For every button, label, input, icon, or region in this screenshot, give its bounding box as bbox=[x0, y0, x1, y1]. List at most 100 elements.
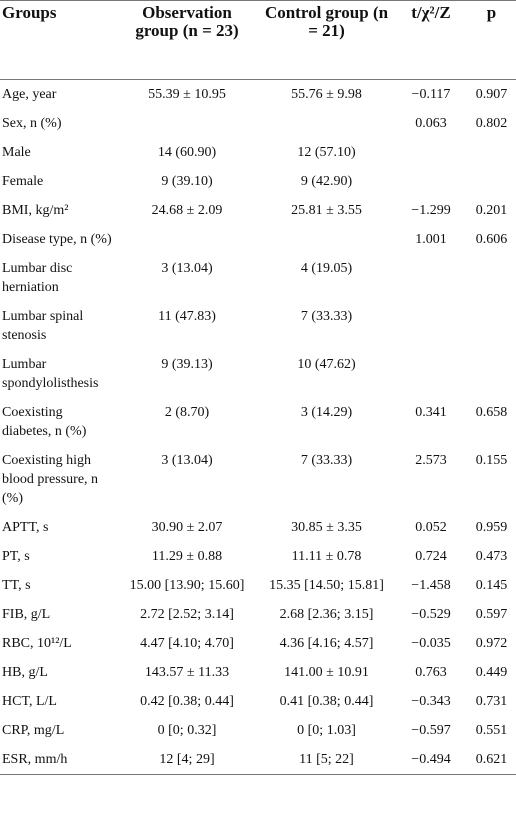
table-row: RBC, 10¹²/L 4.47 [4.10; 4.70] 4.36 [4.16; … bbox=[0, 629, 516, 658]
row-label: FIB, g/L bbox=[2, 607, 51, 622]
table-header: Groups Observation group (n = 23) Control … bbox=[0, 0, 516, 80]
table-cell: 7 (33.33) bbox=[300, 453, 353, 468]
table-row: FIB, g/L 2.72 [2.52; 3.14] 2.68 [2.36; 3.1… bbox=[0, 600, 516, 629]
table-row: CRP, mg/L 0 [0; 0.32] 0 [0; 1.03] −0.597 0.5… bbox=[0, 716, 516, 745]
table-cell: 0 [0; 1.03] bbox=[297, 723, 356, 738]
table-cell: 0 [0; 0.32] bbox=[157, 723, 217, 738]
table-cell: −0.343 bbox=[411, 694, 451, 709]
table-cell: 0.449 bbox=[475, 665, 508, 680]
table-row: ESR, mm/h 12 [4; 29] 11 [5; 22] −0.494 0.621 bbox=[0, 745, 516, 775]
table-row: Lumbar spinal stenosis 11 (47.83) 7 (33.33… bbox=[0, 302, 516, 350]
row-label: Lumbar spondylolisthesis bbox=[2, 357, 99, 391]
table-cell bbox=[467, 302, 516, 350]
table-cell: 0.052 bbox=[415, 520, 447, 535]
table-cell: 0.063 bbox=[415, 116, 447, 131]
table-cell: 12 (57.10) bbox=[297, 145, 356, 160]
table-cell: 0.145 bbox=[475, 578, 508, 593]
table-cell: 0.551 bbox=[475, 723, 508, 738]
table-cell: 11 (47.83) bbox=[158, 309, 216, 324]
table-row: Lumbar spondylolisthesis 9 (39.13) 10 (47.… bbox=[0, 350, 516, 398]
table-cell: 9 (39.13) bbox=[161, 357, 213, 372]
header-row: Groups Observation group (n = 23) Control … bbox=[0, 0, 516, 80]
table-cell: −0.529 bbox=[411, 607, 451, 622]
table-cell: 2.573 bbox=[415, 453, 447, 468]
table-cell: 3 (13.04) bbox=[161, 453, 213, 468]
table-cell: 7 (33.33) bbox=[300, 309, 353, 324]
table-cell: 0.907 bbox=[475, 87, 508, 102]
row-label: PT, s bbox=[2, 549, 30, 564]
table-row: HB, g/L 143.57 ± 11.33 141.00 ± 10.91 0.763… bbox=[0, 658, 516, 687]
table-cell: 24.68 ± 2.09 bbox=[151, 203, 223, 218]
row-label: Sex, n (%) bbox=[2, 116, 62, 131]
row-label: Lumbar spinal stenosis bbox=[2, 309, 84, 343]
table-cell: −0.494 bbox=[411, 752, 451, 767]
table-row: Sex, n (%) 0.063 0.802 bbox=[0, 109, 516, 138]
table-cell: 25.81 ± 3.55 bbox=[291, 203, 362, 218]
table-cell: 0.802 bbox=[475, 116, 508, 131]
header-cell: Groups bbox=[0, 0, 116, 80]
row-label: APTT, s bbox=[2, 520, 49, 535]
table-row: BMI, kg/m² 24.68 ± 2.09 25.81 ± 3.55 −1.299… bbox=[0, 196, 516, 225]
row-label: HB, g/L bbox=[2, 665, 48, 680]
table-cell: 55.76 ± 9.98 bbox=[291, 87, 362, 102]
header-cell: Control group (n = 21) bbox=[258, 0, 395, 80]
table-row: Age, year 55.39 ± 10.95 55.76 ± 9.98 −0.117… bbox=[0, 80, 516, 110]
table-cell: 9 (39.10) bbox=[161, 174, 213, 189]
table-cell: 0.606 bbox=[475, 232, 508, 247]
row-label: TT, s bbox=[2, 578, 31, 593]
table-row: Lumbar disc herniation 3 (13.04) 4 (19.05) bbox=[0, 254, 516, 302]
table-cell: 10 (47.62) bbox=[297, 357, 356, 372]
table-cell bbox=[395, 254, 467, 302]
row-label: Disease type, n (%) bbox=[2, 232, 112, 247]
table-cell: 15.35 [14.50; 15.81] bbox=[269, 578, 384, 593]
row-label: Coexisting diabetes, n (%) bbox=[2, 405, 87, 439]
row-label: Male bbox=[2, 145, 31, 160]
header-cell: Observation group (n = 23) bbox=[116, 0, 258, 80]
table-cell: 4.36 [4.16; 4.57] bbox=[279, 636, 374, 651]
row-label: RBC, 10¹²/L bbox=[2, 636, 72, 651]
table-cell: 15.00 [13.90; 15.60] bbox=[129, 578, 245, 593]
table-cell: −1.458 bbox=[411, 578, 451, 593]
table-cell: 0.959 bbox=[475, 520, 508, 535]
table-cell: 0.155 bbox=[475, 453, 508, 468]
table-cell bbox=[467, 350, 516, 398]
table-cell: 0.201 bbox=[475, 203, 508, 218]
row-label: CRP, mg/L bbox=[2, 723, 65, 738]
table-row: HCT, L/L 0.42 [0.38; 0.44] 0.41 [0.38; 0.4… bbox=[0, 687, 516, 716]
table-cell: 0.597 bbox=[475, 607, 508, 622]
row-label: Coexisting high blood pressure, n (%) bbox=[2, 453, 99, 506]
table-cell: 3 (14.29) bbox=[300, 405, 353, 420]
table-cell: 0.763 bbox=[415, 665, 447, 680]
table-cell: 2.68 [2.36; 3.15] bbox=[279, 607, 374, 622]
table-row: Coexisting high blood pressure, n (%) 3 (… bbox=[0, 446, 516, 513]
table-cell: 0.473 bbox=[475, 549, 508, 564]
table-row: Female 9 (39.10) 9 (42.90) bbox=[0, 167, 516, 196]
table-cell: −1.299 bbox=[411, 203, 451, 218]
table-cell: 0.724 bbox=[415, 549, 447, 564]
table-body: Age, year 55.39 ± 10.95 55.76 ± 9.98 −0.117… bbox=[0, 80, 516, 775]
table-cell: 141.00 ± 10.91 bbox=[284, 665, 369, 680]
row-label: ESR, mm/h bbox=[2, 752, 68, 767]
table-cell: 9 (42.90) bbox=[300, 174, 353, 189]
table-cell: 55.39 ± 10.95 bbox=[148, 87, 226, 102]
table-cell: 1.001 bbox=[415, 232, 447, 247]
table-cell: 2.72 [2.52; 3.14] bbox=[140, 607, 234, 622]
table-row: APTT, s 30.90 ± 2.07 30.85 ± 3.35 0.052 0.95… bbox=[0, 513, 516, 542]
table-cell bbox=[467, 167, 516, 196]
table-row: TT, s 15.00 [13.90; 15.60] 15.35 [14.50; 1… bbox=[0, 571, 516, 600]
table-cell: 2 (8.70) bbox=[164, 405, 210, 420]
table-cell: 11.11 ± 0.78 bbox=[291, 549, 362, 564]
table-cell: 11 [5; 22] bbox=[299, 752, 354, 767]
row-label: Age, year bbox=[2, 87, 57, 102]
table-cell: 0.972 bbox=[475, 636, 508, 651]
table-cell: 4.47 [4.10; 4.70] bbox=[140, 636, 234, 651]
row-label: Female bbox=[2, 174, 44, 189]
table-cell: 0.42 [0.38; 0.44] bbox=[140, 694, 234, 709]
table-cell bbox=[395, 138, 467, 167]
table-cell: 3 (13.04) bbox=[161, 261, 213, 276]
row-label: HCT, L/L bbox=[2, 694, 57, 709]
table-cell: 30.90 ± 2.07 bbox=[151, 520, 223, 535]
table-cell: 143.57 ± 11.33 bbox=[144, 665, 230, 680]
table-cell bbox=[395, 167, 467, 196]
